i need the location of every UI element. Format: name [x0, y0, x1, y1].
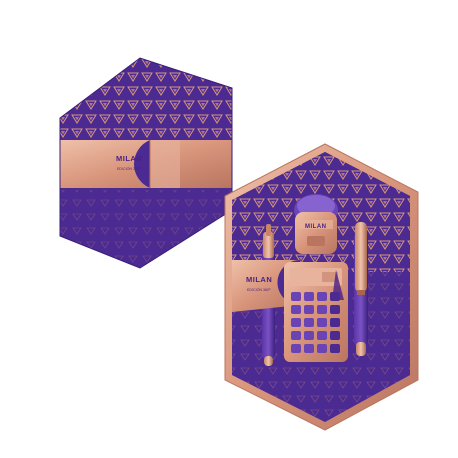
calculator-key: [330, 318, 340, 327]
gift-box-tray: MILAN MILAN EDICIÓN 360º: [224, 143, 419, 431]
calculator-key: [291, 344, 301, 353]
calculator-key: [330, 344, 340, 353]
fountain-pen-right: [354, 222, 368, 356]
calculator-key: [317, 331, 327, 340]
calculator-key: [317, 292, 327, 301]
calculator-keypad: [291, 292, 340, 353]
calculator-key: [304, 292, 314, 301]
calculator-key: [330, 292, 340, 301]
calculator-key: [291, 318, 301, 327]
calculator-key: [291, 331, 301, 340]
calculator-key: [304, 318, 314, 327]
lid-brand-label: MILAN: [116, 154, 142, 163]
eraser-brand-label: MILAN: [305, 224, 327, 230]
tray-sub-label: EDICIÓN 360º: [247, 287, 271, 292]
lid-sub-label: EDICIÓN 360º: [117, 166, 141, 171]
tray-brand-label: MILAN: [246, 275, 272, 284]
calculator-key: [304, 305, 314, 314]
calculator-key: [304, 344, 314, 353]
calculator-key: [317, 305, 327, 314]
calculator-key: [291, 305, 301, 314]
calculator: [284, 262, 348, 362]
eraser-sharpener: MILAN: [294, 194, 338, 254]
calculator-key: [330, 331, 340, 340]
calculator-key: [317, 344, 327, 353]
calculator-key: [317, 318, 327, 327]
calculator-key: [291, 292, 301, 301]
calculator-key: [304, 331, 314, 340]
gift-box-lid: MILAN EDICIÓN 360º: [59, 57, 233, 269]
calculator-key: [330, 305, 340, 314]
